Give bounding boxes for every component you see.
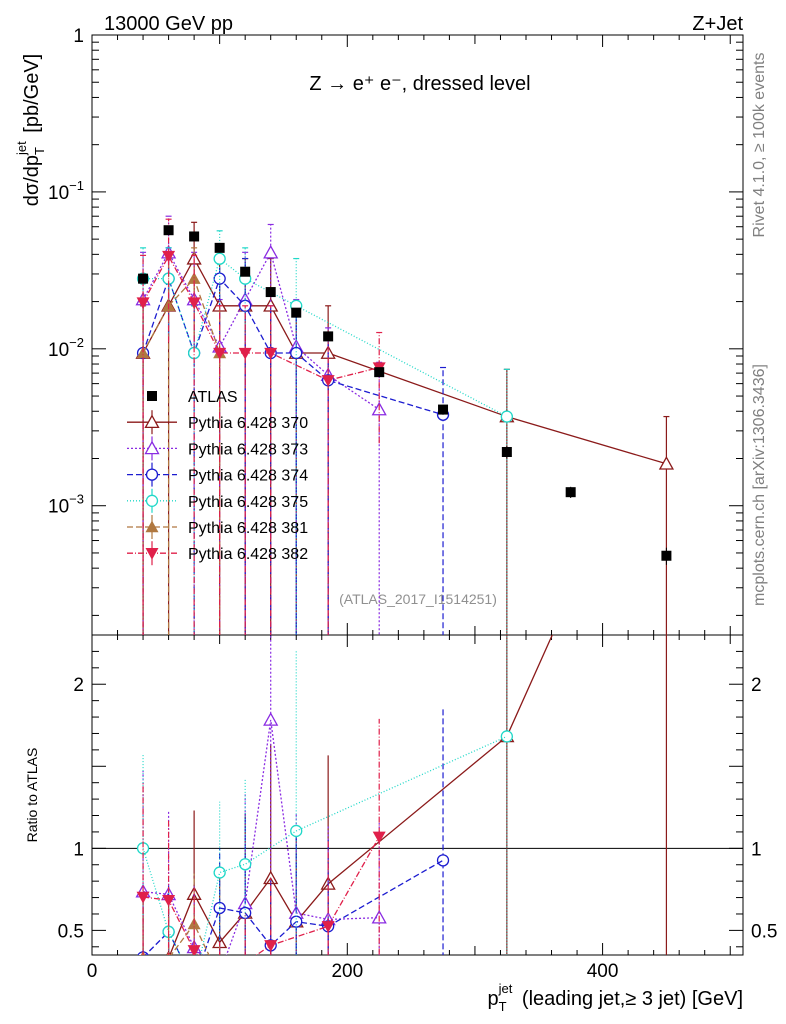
- legend-marker-p374: [145, 468, 159, 481]
- x-axis-label: pTjet (leading jet,≥ 3 jet) [GeV]: [488, 981, 743, 1014]
- main-frame: [91, 34, 744, 636]
- data-point: [189, 231, 200, 242]
- ratio-tick-label-left: 2: [73, 675, 84, 696]
- rivet-label: Rivet 4.1.0, ≥ 100k events: [751, 53, 768, 238]
- legend-label-p370: Pythia 6.428 370: [188, 415, 308, 432]
- y-axis-label: dσ/dpTjet [pb/GeV]: [14, 54, 47, 206]
- legend-marker-data: [147, 391, 157, 401]
- x-tick-label: 0: [87, 961, 98, 982]
- series-point-p382: [213, 347, 227, 360]
- series-line-p370: [142, 257, 667, 465]
- series-point-p375: [500, 410, 514, 423]
- series-point-p373: [263, 244, 279, 259]
- series-point-p382: [136, 297, 150, 310]
- ratio-point-p370: [660, 373, 673, 385]
- ratio-tick-label-right: 0.5: [751, 921, 777, 942]
- ratio-point-p373: [213, 968, 226, 980]
- series-line-p382: [142, 254, 380, 381]
- ratio-series-group: [135, 373, 673, 988]
- x-tick-label: 400: [587, 961, 619, 982]
- data-point: [265, 287, 276, 298]
- ratio-point-p381: [213, 971, 226, 983]
- data-point: [163, 225, 174, 236]
- ratio-point-p382: [213, 972, 226, 984]
- ratio-point-p373: [263, 712, 279, 726]
- legend-label-p375: Pythia 6.428 375: [188, 494, 308, 511]
- ratio-line-p382: [142, 836, 380, 955]
- legend-label-p374: Pythia 6.428 374: [188, 468, 308, 485]
- legend-label-data: ATLAS: [188, 389, 238, 406]
- data-point: [565, 487, 576, 498]
- ratio-point-p374: [189, 977, 200, 988]
- y-tick-label: 1: [73, 26, 84, 47]
- mcplots-label: mcplots.cern.ch [arXiv:1306.3436]: [751, 364, 768, 606]
- header-right: Z+Jet: [692, 13, 743, 35]
- legend-label-p373: Pythia 6.428 373: [188, 441, 308, 458]
- analysis-label: (ATLAS_2017_I1514251): [339, 591, 497, 607]
- ratio-point-p375: [213, 866, 226, 879]
- legend-marker-p381: [145, 520, 159, 533]
- data-point: [661, 550, 672, 561]
- ratio-point-p375: [189, 977, 200, 988]
- legend-marker-p370: [144, 414, 160, 429]
- ratio-point-p382: [239, 957, 252, 969]
- legend-marker-p382: [145, 548, 159, 560]
- ratio-line-p381: [170, 922, 210, 955]
- ratio-point-p374: [436, 854, 450, 867]
- series-point-p370: [658, 455, 675, 470]
- data-point: [501, 446, 512, 457]
- legend-marker-p375: [145, 494, 159, 507]
- data-point: [374, 367, 385, 378]
- data-point: [438, 404, 449, 415]
- series-point-p382: [321, 375, 335, 387]
- ratio-axis-label: Ratio to ATLAS: [24, 748, 40, 843]
- ratio-tick-label-left: 1: [73, 839, 84, 860]
- legend-marker-p373: [144, 440, 160, 455]
- series-point-p382: [187, 297, 201, 310]
- ratio-line-p370: [169, 635, 553, 955]
- process-label: Z → e⁺ e⁻, dressed level: [309, 73, 530, 95]
- series-point-p382: [162, 250, 176, 263]
- series-point-p375: [213, 252, 226, 265]
- ratio-line-p373: [142, 719, 380, 955]
- legend-label-p382: Pythia 6.428 382: [188, 546, 308, 563]
- y-tick-label: 10−2: [48, 335, 84, 361]
- data-point: [323, 331, 334, 342]
- x-tick-label: 200: [331, 961, 363, 982]
- data-point: [214, 242, 225, 253]
- ratio-point-p375: [239, 858, 252, 871]
- y-tick-label: 10−3: [48, 492, 84, 518]
- data-point: [291, 307, 302, 318]
- data-point: [138, 273, 149, 284]
- y-tick-label: 10−1: [48, 178, 84, 204]
- series-line-p373: [142, 250, 380, 411]
- legend-label-p381: Pythia 6.428 381: [188, 520, 308, 537]
- ratio-tick-label-right: 1: [751, 839, 762, 860]
- series-point-p381: [136, 346, 150, 359]
- ratio-tick-label-left: 0.5: [58, 921, 84, 942]
- main-series-group: [135, 215, 675, 635]
- series-point-p382: [238, 347, 252, 360]
- data-point: [240, 266, 251, 277]
- series-point-p382: [264, 347, 278, 360]
- header-left: 13000 GeV pp: [104, 13, 233, 35]
- series-point-p374: [290, 346, 303, 360]
- ratio-frame: [91, 634, 744, 956]
- series-line-p381: [142, 277, 221, 354]
- ratio-tick-label-right: 2: [751, 675, 762, 696]
